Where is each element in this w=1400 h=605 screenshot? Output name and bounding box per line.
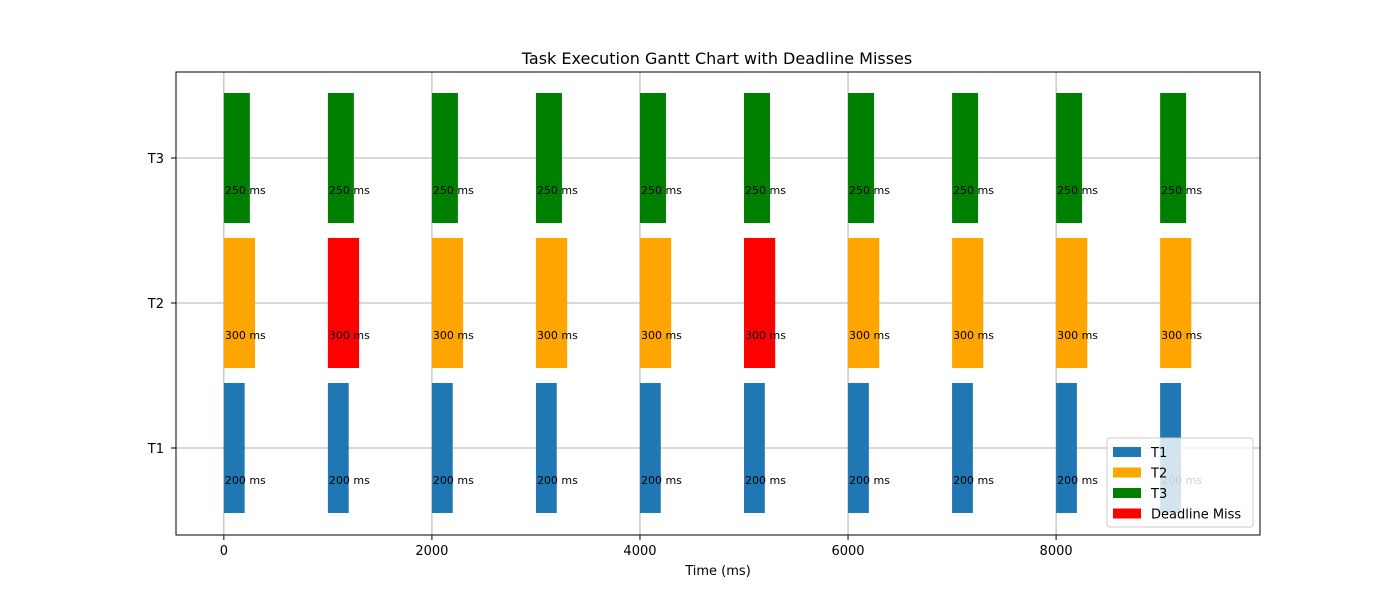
bar-duration-label: 250 ms bbox=[433, 184, 474, 197]
task-bar-t1 bbox=[431, 383, 453, 513]
bar-duration-label: 300 ms bbox=[537, 329, 578, 342]
x-tick-label: 4000 bbox=[623, 544, 656, 559]
task-bar-t2 bbox=[639, 238, 672, 368]
x-axis-label: Time (ms) bbox=[684, 564, 751, 579]
legend-swatch bbox=[1113, 488, 1141, 498]
x-tick-label: 8000 bbox=[1040, 544, 1073, 559]
bar-duration-label: 250 ms bbox=[1161, 184, 1202, 197]
task-bar-t2 bbox=[223, 238, 256, 368]
x-axis: 0 2000 4000 6000 8000 bbox=[220, 535, 1073, 559]
bar-duration-label: 200 ms bbox=[225, 474, 266, 487]
bar-duration-label: 200 ms bbox=[641, 474, 682, 487]
bar-duration-label: 250 ms bbox=[953, 184, 994, 197]
task-bar-t3 bbox=[848, 93, 875, 223]
chart-title: Task Execution Gantt Chart with Deadline… bbox=[521, 49, 912, 68]
bar-duration-label: 200 ms bbox=[537, 474, 578, 487]
y-tick-label: T3 bbox=[147, 152, 164, 167]
bar-duration-label: 200 ms bbox=[745, 474, 786, 487]
task-bar-t3 bbox=[744, 93, 771, 223]
bar-duration-label: 300 ms bbox=[329, 329, 370, 342]
task-bar-t2 bbox=[535, 238, 568, 368]
bar-duration-label: 300 ms bbox=[225, 329, 266, 342]
x-tick-label: 2000 bbox=[415, 544, 448, 559]
bar-duration-label: 200 ms bbox=[329, 474, 370, 487]
legend-label: Deadline Miss bbox=[1151, 508, 1241, 523]
task-bar-t1 bbox=[223, 383, 245, 513]
task-bar-t2 bbox=[848, 238, 880, 368]
task-bar-t3 bbox=[327, 93, 354, 223]
bar-duration-label: 200 ms bbox=[433, 474, 474, 487]
x-tick-label: 0 bbox=[220, 544, 228, 559]
bar-duration-label: 300 ms bbox=[953, 329, 994, 342]
task-bar-t1 bbox=[744, 383, 765, 513]
bar-duration-label: 200 ms bbox=[1057, 474, 1098, 487]
bar-duration-label: 300 ms bbox=[745, 329, 786, 342]
bar-duration-label: 200 ms bbox=[849, 474, 890, 487]
task-bar-t1 bbox=[639, 383, 661, 513]
bar-duration-label: 250 ms bbox=[745, 184, 786, 197]
task-bar-t2 bbox=[431, 238, 464, 368]
bar-duration-label: 250 ms bbox=[329, 184, 370, 197]
task-bar-t3 bbox=[1160, 93, 1187, 223]
task-bar-t3 bbox=[639, 93, 666, 223]
bar-duration-label: 300 ms bbox=[433, 329, 474, 342]
legend-swatch bbox=[1113, 467, 1141, 478]
legend-swatch bbox=[1113, 508, 1141, 519]
legend-label: T3 bbox=[1150, 487, 1167, 502]
legend-label: T1 bbox=[1150, 446, 1167, 461]
y-axis: T1 T2 T3 bbox=[147, 152, 176, 457]
deadline-miss-bar bbox=[327, 238, 360, 368]
task-bar-t1 bbox=[952, 383, 973, 513]
bar-duration-label: 300 ms bbox=[641, 329, 682, 342]
task-bar-t1 bbox=[848, 383, 869, 513]
task-bar-t1 bbox=[327, 383, 349, 513]
bar-duration-label: 250 ms bbox=[641, 184, 682, 197]
bar-duration-label: 250 ms bbox=[537, 184, 578, 197]
task-bar-t2 bbox=[1160, 238, 1192, 368]
legend: T1 T2 T3 Deadline Miss bbox=[1106, 437, 1254, 528]
task-bar-t3 bbox=[431, 93, 458, 223]
bar-duration-label: 300 ms bbox=[849, 329, 890, 342]
task-bars bbox=[223, 93, 1192, 513]
bar-duration-label: 200 ms bbox=[953, 474, 994, 487]
task-bar-t3 bbox=[952, 93, 979, 223]
task-bar-t2 bbox=[952, 238, 984, 368]
bar-duration-label: 250 ms bbox=[1057, 184, 1098, 197]
bar-duration-label: 300 ms bbox=[1057, 329, 1098, 342]
bar-duration-label: 250 ms bbox=[225, 184, 266, 197]
y-tick-label: T1 bbox=[147, 442, 164, 457]
task-bar-t3 bbox=[535, 93, 562, 223]
bar-duration-label: 250 ms bbox=[849, 184, 890, 197]
legend-box bbox=[1106, 437, 1254, 528]
legend-swatch bbox=[1113, 447, 1141, 457]
task-bar-t3 bbox=[223, 93, 250, 223]
bar-duration-labels: 200 ms 200 ms 200 ms 200 ms 200 ms 200 ms 200 … bbox=[225, 184, 1202, 487]
bar-duration-label: 300 ms bbox=[1161, 329, 1202, 342]
task-bar-t1 bbox=[1056, 383, 1077, 513]
task-bar-t2 bbox=[1056, 238, 1088, 368]
legend-label: T2 bbox=[1150, 467, 1167, 482]
deadline-miss-bar bbox=[744, 238, 776, 368]
task-bar-t1 bbox=[535, 383, 557, 513]
y-tick-label: T2 bbox=[147, 297, 164, 312]
task-bar-t3 bbox=[1056, 93, 1083, 223]
x-tick-label: 6000 bbox=[831, 544, 864, 559]
